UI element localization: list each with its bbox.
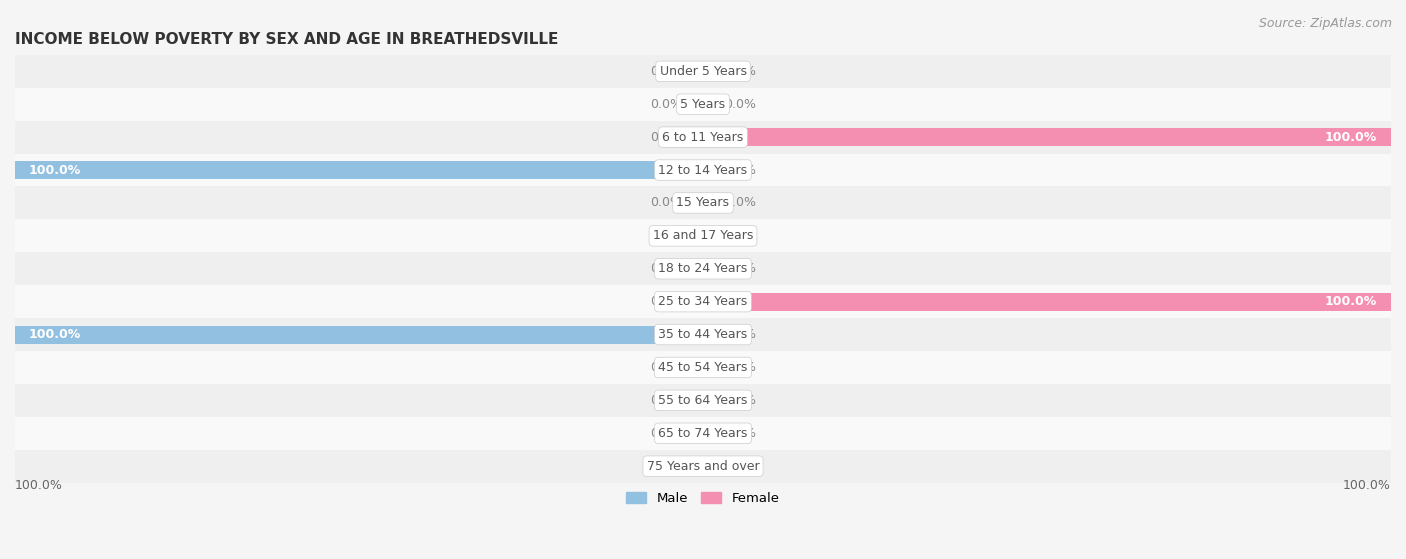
Text: 65 to 74 Years: 65 to 74 Years [658, 427, 748, 440]
Bar [15, 252, 1391, 285]
Text: 0.0%: 0.0% [724, 229, 755, 243]
Text: 0.0%: 0.0% [724, 459, 755, 473]
Text: 0.0%: 0.0% [651, 394, 682, 407]
Bar [703, 128, 1391, 146]
Text: 0.0%: 0.0% [651, 98, 682, 111]
Text: 0.0%: 0.0% [651, 196, 682, 210]
Text: 35 to 44 Years: 35 to 44 Years [658, 328, 748, 341]
Text: 18 to 24 Years: 18 to 24 Years [658, 262, 748, 275]
Bar [15, 450, 1391, 482]
Text: 100.0%: 100.0% [28, 164, 82, 177]
Text: 0.0%: 0.0% [651, 295, 682, 308]
Text: Under 5 Years: Under 5 Years [659, 65, 747, 78]
Bar [15, 285, 1391, 318]
Text: 0.0%: 0.0% [651, 361, 682, 374]
Text: 0.0%: 0.0% [651, 262, 682, 275]
Text: 0.0%: 0.0% [724, 394, 755, 407]
Text: 0.0%: 0.0% [724, 196, 755, 210]
Text: 100.0%: 100.0% [15, 480, 63, 492]
Text: 0.0%: 0.0% [651, 131, 682, 144]
Text: 0.0%: 0.0% [724, 65, 755, 78]
Text: 15 Years: 15 Years [676, 196, 730, 210]
Bar [15, 325, 703, 344]
Text: 100.0%: 100.0% [1343, 480, 1391, 492]
Text: Source: ZipAtlas.com: Source: ZipAtlas.com [1258, 17, 1392, 30]
Text: 25 to 34 Years: 25 to 34 Years [658, 295, 748, 308]
Text: 75 Years and over: 75 Years and over [647, 459, 759, 473]
Text: 0.0%: 0.0% [651, 229, 682, 243]
Text: 0.0%: 0.0% [724, 262, 755, 275]
Text: 12 to 14 Years: 12 to 14 Years [658, 164, 748, 177]
Bar [15, 417, 1391, 450]
Text: 6 to 11 Years: 6 to 11 Years [662, 131, 744, 144]
Bar [15, 88, 1391, 121]
Text: INCOME BELOW POVERTY BY SEX AND AGE IN BREATHEDSVILLE: INCOME BELOW POVERTY BY SEX AND AGE IN B… [15, 32, 558, 47]
Bar [15, 121, 1391, 154]
Text: 0.0%: 0.0% [651, 459, 682, 473]
Bar [15, 384, 1391, 417]
Bar [15, 161, 703, 179]
Text: 45 to 54 Years: 45 to 54 Years [658, 361, 748, 374]
Text: 0.0%: 0.0% [651, 65, 682, 78]
Text: 55 to 64 Years: 55 to 64 Years [658, 394, 748, 407]
Bar [15, 351, 1391, 384]
Bar [15, 318, 1391, 351]
Text: 0.0%: 0.0% [724, 361, 755, 374]
Text: 0.0%: 0.0% [724, 328, 755, 341]
Text: 100.0%: 100.0% [1324, 295, 1378, 308]
Text: 0.0%: 0.0% [724, 98, 755, 111]
Text: 16 and 17 Years: 16 and 17 Years [652, 229, 754, 243]
Text: 0.0%: 0.0% [724, 427, 755, 440]
Text: 5 Years: 5 Years [681, 98, 725, 111]
Text: 0.0%: 0.0% [651, 427, 682, 440]
Legend: Male, Female: Male, Female [621, 486, 785, 510]
Bar [15, 187, 1391, 219]
Bar [703, 292, 1391, 311]
Bar [15, 55, 1391, 88]
Bar [15, 219, 1391, 252]
Text: 0.0%: 0.0% [724, 164, 755, 177]
Text: 100.0%: 100.0% [28, 328, 82, 341]
Bar [15, 154, 1391, 187]
Text: 100.0%: 100.0% [1324, 131, 1378, 144]
